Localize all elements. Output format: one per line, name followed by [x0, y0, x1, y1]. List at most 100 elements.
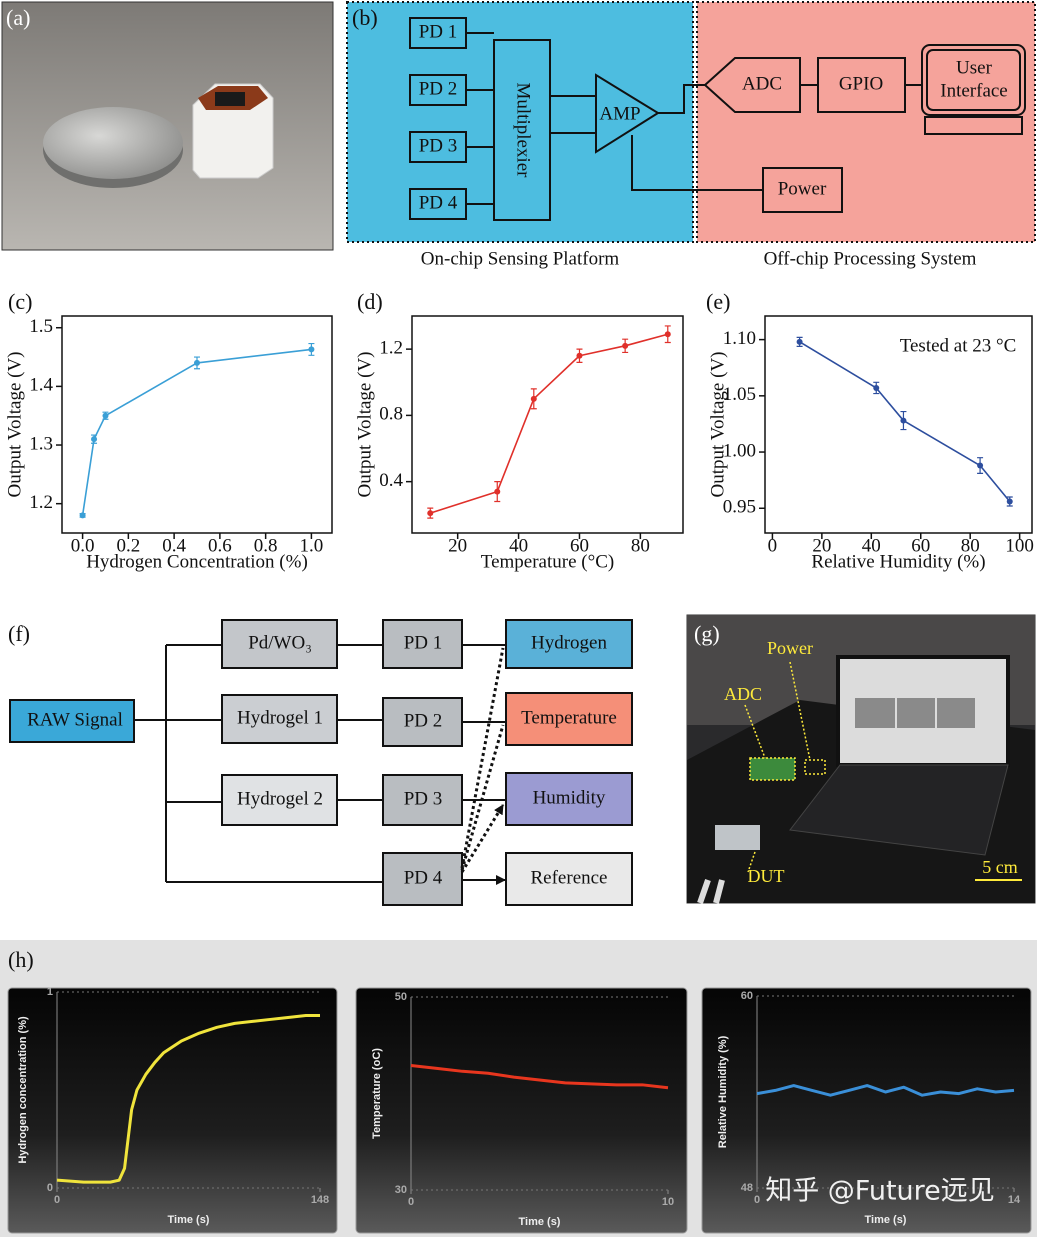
y-tick-label: 50	[395, 991, 407, 1003]
output-label: Hydrogen	[531, 632, 607, 653]
x-tick-label: 0.0	[71, 535, 95, 556]
x-tick-label: 1.0	[300, 535, 324, 556]
output-label: Humidity	[533, 787, 606, 808]
x-tick-label: 10	[662, 1196, 674, 1208]
data-point	[102, 412, 109, 419]
y-tick-label: 1.3	[29, 433, 53, 454]
y-tick-label: 1.00	[723, 440, 756, 461]
y-tick-label: 0	[47, 1182, 53, 1194]
pd-label: PD 4	[404, 867, 443, 888]
raw-label: RAW Signal	[27, 709, 123, 730]
data-line	[756, 1084, 1015, 1097]
scale-bar-label: 5 cm	[982, 857, 1018, 877]
x-tick-label: 20	[812, 535, 831, 556]
x-tick-label: 0	[408, 1196, 414, 1208]
gpio-label: GPIO	[839, 73, 883, 94]
x-axis-label: Hydrogen Concentration (%)	[86, 551, 308, 572]
photo-g: Power ADC DUT 5 cm	[686, 614, 1036, 904]
panel-label: (a)	[6, 5, 30, 30]
photo-label: ADC	[724, 684, 762, 704]
y-tick-label: 1.05	[723, 384, 756, 405]
panel-label: (h)	[8, 947, 34, 972]
x-tick-label: 60	[570, 535, 589, 556]
flow-diagram: RAW Signal Pd/WO₃ Hydrogel 1 Hydrogel 2 …	[9, 619, 633, 906]
pd-label: PD 3	[419, 135, 458, 156]
panel-label: (g)	[694, 621, 720, 646]
x-tick-label: 0.6	[208, 535, 232, 556]
panel-label: (b)	[352, 5, 378, 30]
y-tick-label: 48	[741, 1182, 753, 1194]
x-tick-label: 40	[509, 535, 528, 556]
chart: 0.0 0.2 0.4 0.6 0.8 1.0 1.2 1.3 1.4 1.5 Hydrogen C…	[4, 315, 333, 572]
plot-frame	[411, 315, 684, 534]
pd-label: PD 1	[404, 632, 443, 653]
chart: 0 20 40 60 80 100 0.95 1.00 1.05 1.10 Relative Hum…	[707, 315, 1034, 572]
photo-label: DUT	[748, 866, 785, 886]
photo-a	[1, 1, 334, 251]
data-point	[308, 346, 315, 353]
y-axis-label: Temperature (oC)	[371, 1048, 383, 1139]
x-tick-label: 80	[631, 535, 650, 556]
material-label: Hydrogel 2	[237, 788, 323, 809]
chart: 0 148 0 1 Time (s) Hydrogen concentration (%)	[7, 986, 338, 1234]
chart: 0 10 30 50 Time (s) Temperature (oC)	[355, 987, 688, 1234]
x-tick-label: 0.4	[162, 535, 186, 556]
data-point	[977, 462, 984, 469]
x-axis-label: Time (s)	[168, 1214, 210, 1226]
data-point	[194, 359, 200, 366]
chart-background	[701, 987, 1032, 1234]
y-tick-label: 60	[741, 990, 753, 1002]
multiplexer-label: Multiplexier	[513, 83, 534, 179]
x-tick-label: 100	[1005, 535, 1034, 556]
chart-background	[355, 987, 688, 1234]
x-tick-label: 0	[54, 1194, 60, 1206]
data-line	[81, 348, 312, 516]
caption: On-chip Sensing Platform	[421, 248, 620, 269]
data-point	[664, 331, 671, 338]
panel-label: (f)	[8, 621, 30, 646]
x-axis-label: Temperature (°C)	[481, 551, 614, 572]
annotation: Tested at 23 °C	[900, 335, 1017, 356]
y-tick-label: 0.4	[379, 470, 403, 491]
data-point	[900, 417, 907, 424]
plot-frame	[764, 315, 1033, 534]
x-tick-label: 20	[448, 535, 467, 556]
data-point	[494, 488, 501, 495]
chart: 20 40 60 80 0.4 0.8 1.2 Temperature (°C) Output …	[354, 315, 684, 572]
data-point	[796, 338, 803, 345]
y-tick-label: 1.4	[29, 375, 53, 396]
y-tick-label: 1.2	[379, 337, 403, 358]
chart-background	[7, 987, 338, 1234]
photo-label: Power	[767, 638, 813, 658]
data-point	[576, 352, 583, 359]
y-tick-label: 30	[395, 1184, 407, 1196]
y-axis-label: Output Voltage (V)	[707, 351, 728, 497]
y-tick-label: 0.8	[379, 404, 403, 425]
x-tick-label: 0.8	[254, 535, 278, 556]
x-tick-label: 148	[311, 1194, 329, 1206]
material-label: Pd/WO₃	[248, 632, 312, 653]
x-tick-label: 14	[1008, 1194, 1021, 1206]
y-tick-label: 1.5	[29, 316, 53, 337]
caption: Off-chip Processing System	[764, 248, 977, 269]
material-label: Hydrogel 1	[237, 707, 323, 728]
adc-label: ADC	[742, 73, 782, 94]
x-axis-label: Time (s)	[519, 1216, 561, 1228]
x-tick-label: 0.2	[116, 535, 140, 556]
data-point	[79, 512, 86, 519]
y-axis-label: Output Voltage (V)	[354, 351, 375, 497]
data-line	[430, 333, 668, 514]
panel-label: (c)	[8, 289, 32, 314]
power-label: Power	[778, 178, 827, 199]
pd-label: PD 1	[419, 21, 458, 42]
data-point	[622, 342, 629, 349]
y-tick-label: 1.2	[29, 492, 53, 513]
ui-label: User	[956, 57, 993, 78]
data-point	[1006, 498, 1013, 505]
data-point	[427, 510, 434, 517]
x-axis-label: Relative Humidity (%)	[811, 551, 985, 572]
pd-label: PD 2	[404, 710, 443, 731]
data-point	[91, 436, 98, 443]
x-tick-label: 40	[862, 535, 881, 556]
